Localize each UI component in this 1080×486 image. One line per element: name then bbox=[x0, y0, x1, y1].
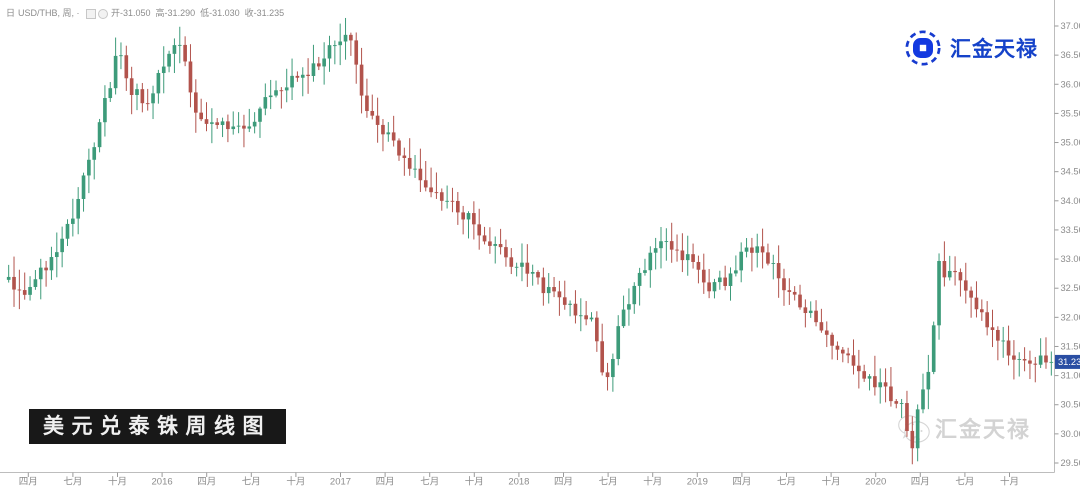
svg-text:四月: 四月 bbox=[197, 477, 216, 486]
svg-text:2017: 2017 bbox=[330, 477, 351, 486]
svg-text:七月: 七月 bbox=[777, 477, 796, 486]
svg-text:29.500: 29.500 bbox=[1061, 458, 1080, 468]
svg-text:2018: 2018 bbox=[508, 477, 529, 486]
svg-text:七月: 七月 bbox=[63, 477, 82, 486]
svg-text:四月: 四月 bbox=[732, 477, 751, 486]
svg-text:32.500: 32.500 bbox=[1061, 283, 1080, 293]
svg-text:35.500: 35.500 bbox=[1061, 108, 1080, 118]
svg-text:33.500: 33.500 bbox=[1061, 225, 1080, 235]
svg-text:34.000: 34.000 bbox=[1061, 196, 1080, 206]
svg-text:十月: 十月 bbox=[465, 476, 484, 486]
svg-text:30.000: 30.000 bbox=[1061, 429, 1080, 439]
svg-text:34.500: 34.500 bbox=[1061, 167, 1080, 177]
svg-text:四月: 四月 bbox=[376, 477, 395, 486]
svg-text:十月: 十月 bbox=[108, 476, 127, 486]
svg-text:七月: 七月 bbox=[242, 477, 261, 486]
svg-text:31.500: 31.500 bbox=[1061, 341, 1080, 351]
svg-text:十月: 十月 bbox=[1000, 476, 1019, 486]
svg-text:四月: 四月 bbox=[554, 477, 573, 486]
svg-text:2016: 2016 bbox=[152, 477, 173, 486]
svg-text:36.000: 36.000 bbox=[1061, 79, 1080, 89]
svg-text:2019: 2019 bbox=[687, 477, 708, 486]
svg-text:35.000: 35.000 bbox=[1061, 138, 1080, 148]
svg-text:十月: 十月 bbox=[643, 476, 662, 486]
svg-text:七月: 七月 bbox=[955, 477, 974, 486]
svg-text:四月: 四月 bbox=[911, 477, 930, 486]
svg-text:七月: 七月 bbox=[420, 477, 439, 486]
svg-text:32.000: 32.000 bbox=[1061, 312, 1080, 322]
svg-text:30.500: 30.500 bbox=[1061, 400, 1080, 410]
svg-text:37.000: 37.000 bbox=[1061, 21, 1080, 31]
svg-text:31.000: 31.000 bbox=[1061, 371, 1080, 381]
svg-text:33.000: 33.000 bbox=[1061, 254, 1080, 264]
svg-text:十月: 十月 bbox=[286, 476, 305, 486]
svg-text:四月: 四月 bbox=[19, 477, 38, 486]
svg-text:十月: 十月 bbox=[822, 476, 841, 486]
svg-text:36.500: 36.500 bbox=[1061, 50, 1080, 60]
svg-text:31.235: 31.235 bbox=[1058, 357, 1080, 367]
svg-text:2020: 2020 bbox=[865, 477, 886, 486]
svg-text:七月: 七月 bbox=[599, 477, 618, 486]
